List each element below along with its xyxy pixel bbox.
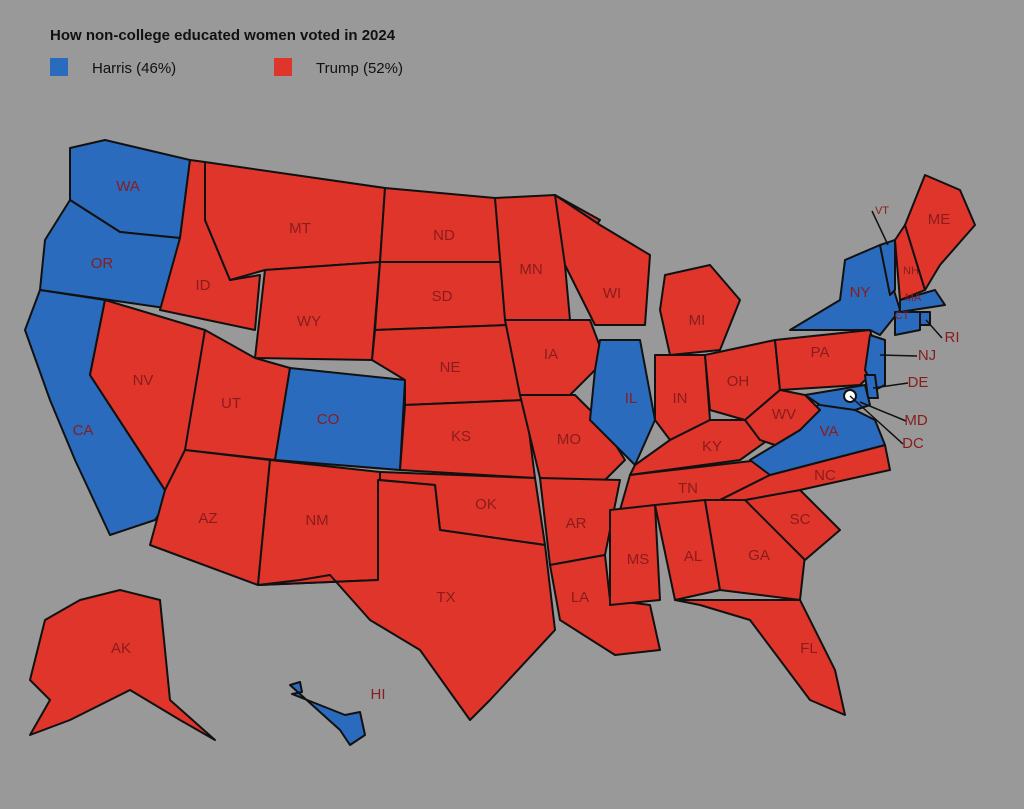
state-label: CA [73,422,94,439]
state-label: MT [289,220,311,237]
state-label: AK [111,640,131,657]
state-label: ME [928,211,951,228]
state-label: UT [221,395,241,412]
state-shape [899,289,946,313]
state-label: CT [895,310,910,322]
state-label: OR [91,255,114,272]
state-shape [257,479,556,721]
state-label: CO [317,411,340,428]
state-shape [149,449,271,586]
state-label: NC [814,467,836,484]
state-shape [674,599,846,716]
state-shape [659,264,741,356]
state-label: ND [433,227,455,244]
legend-label: Trump (52%) [316,60,403,77]
state-label: DE [908,374,929,391]
state-label: WV [772,406,796,423]
state-shape [609,504,661,606]
state-shape [289,681,366,746]
state-label: FL [800,640,818,657]
state-label: PA [811,344,830,361]
state-shape [554,194,651,326]
state-label: WI [603,285,621,302]
state-label: HI [371,686,386,703]
legend-swatch [50,58,68,76]
state-label: MI [689,312,706,329]
state-label: RI [945,329,960,346]
state-shape [254,261,381,361]
legend-swatch [274,58,292,76]
state-label: TN [678,480,698,497]
legend-label: Harris (46%) [92,60,176,77]
state-label: DC [902,435,924,452]
state-label: NV [133,372,154,389]
state-shape [379,187,504,263]
leader-line [872,382,909,389]
state-label: AL [684,548,702,565]
state-shape [904,174,976,291]
state-label: IL [625,390,638,407]
state-label: WY [297,313,321,330]
state-label: ID [196,277,211,294]
state-shape [29,589,216,741]
state-shape [274,367,406,471]
state-label: NM [305,512,328,529]
state-label: VA [820,423,839,440]
state-label: NH [903,265,919,277]
state-label: NE [440,359,461,376]
map-title: How non-college educated women voted in … [50,27,396,44]
state-label: IN [673,390,688,407]
state-label: MS [627,551,650,568]
leader-line [859,401,907,422]
state-label: MO [557,431,581,448]
state-label: MN [519,261,542,278]
state-label: MD [904,412,927,429]
leader-line [871,210,889,246]
state-label: NY [850,284,871,301]
state-label: MA [905,292,922,304]
state-label: TX [436,589,455,606]
state-label: KS [451,428,471,445]
state-shape [894,311,921,336]
state-label: GA [748,547,770,564]
state-shape [549,554,661,656]
leader-line [849,395,904,445]
state-label: SC [790,511,811,528]
state-label: OK [475,496,497,513]
state-label: NJ [918,347,936,364]
state-label: VT [875,205,889,217]
state-label: KY [702,438,722,455]
state-label: OH [727,373,750,390]
state-label: IA [544,346,558,363]
state-label: WA [116,178,140,195]
state-label: LA [571,589,589,606]
state-shape [879,239,896,296]
state-label: SD [432,288,453,305]
leader-line [925,319,943,339]
leader-line [879,354,918,357]
state-shape [744,389,821,446]
state-shape [504,319,606,396]
state-label: AR [566,515,587,532]
state-label: AZ [198,510,217,527]
